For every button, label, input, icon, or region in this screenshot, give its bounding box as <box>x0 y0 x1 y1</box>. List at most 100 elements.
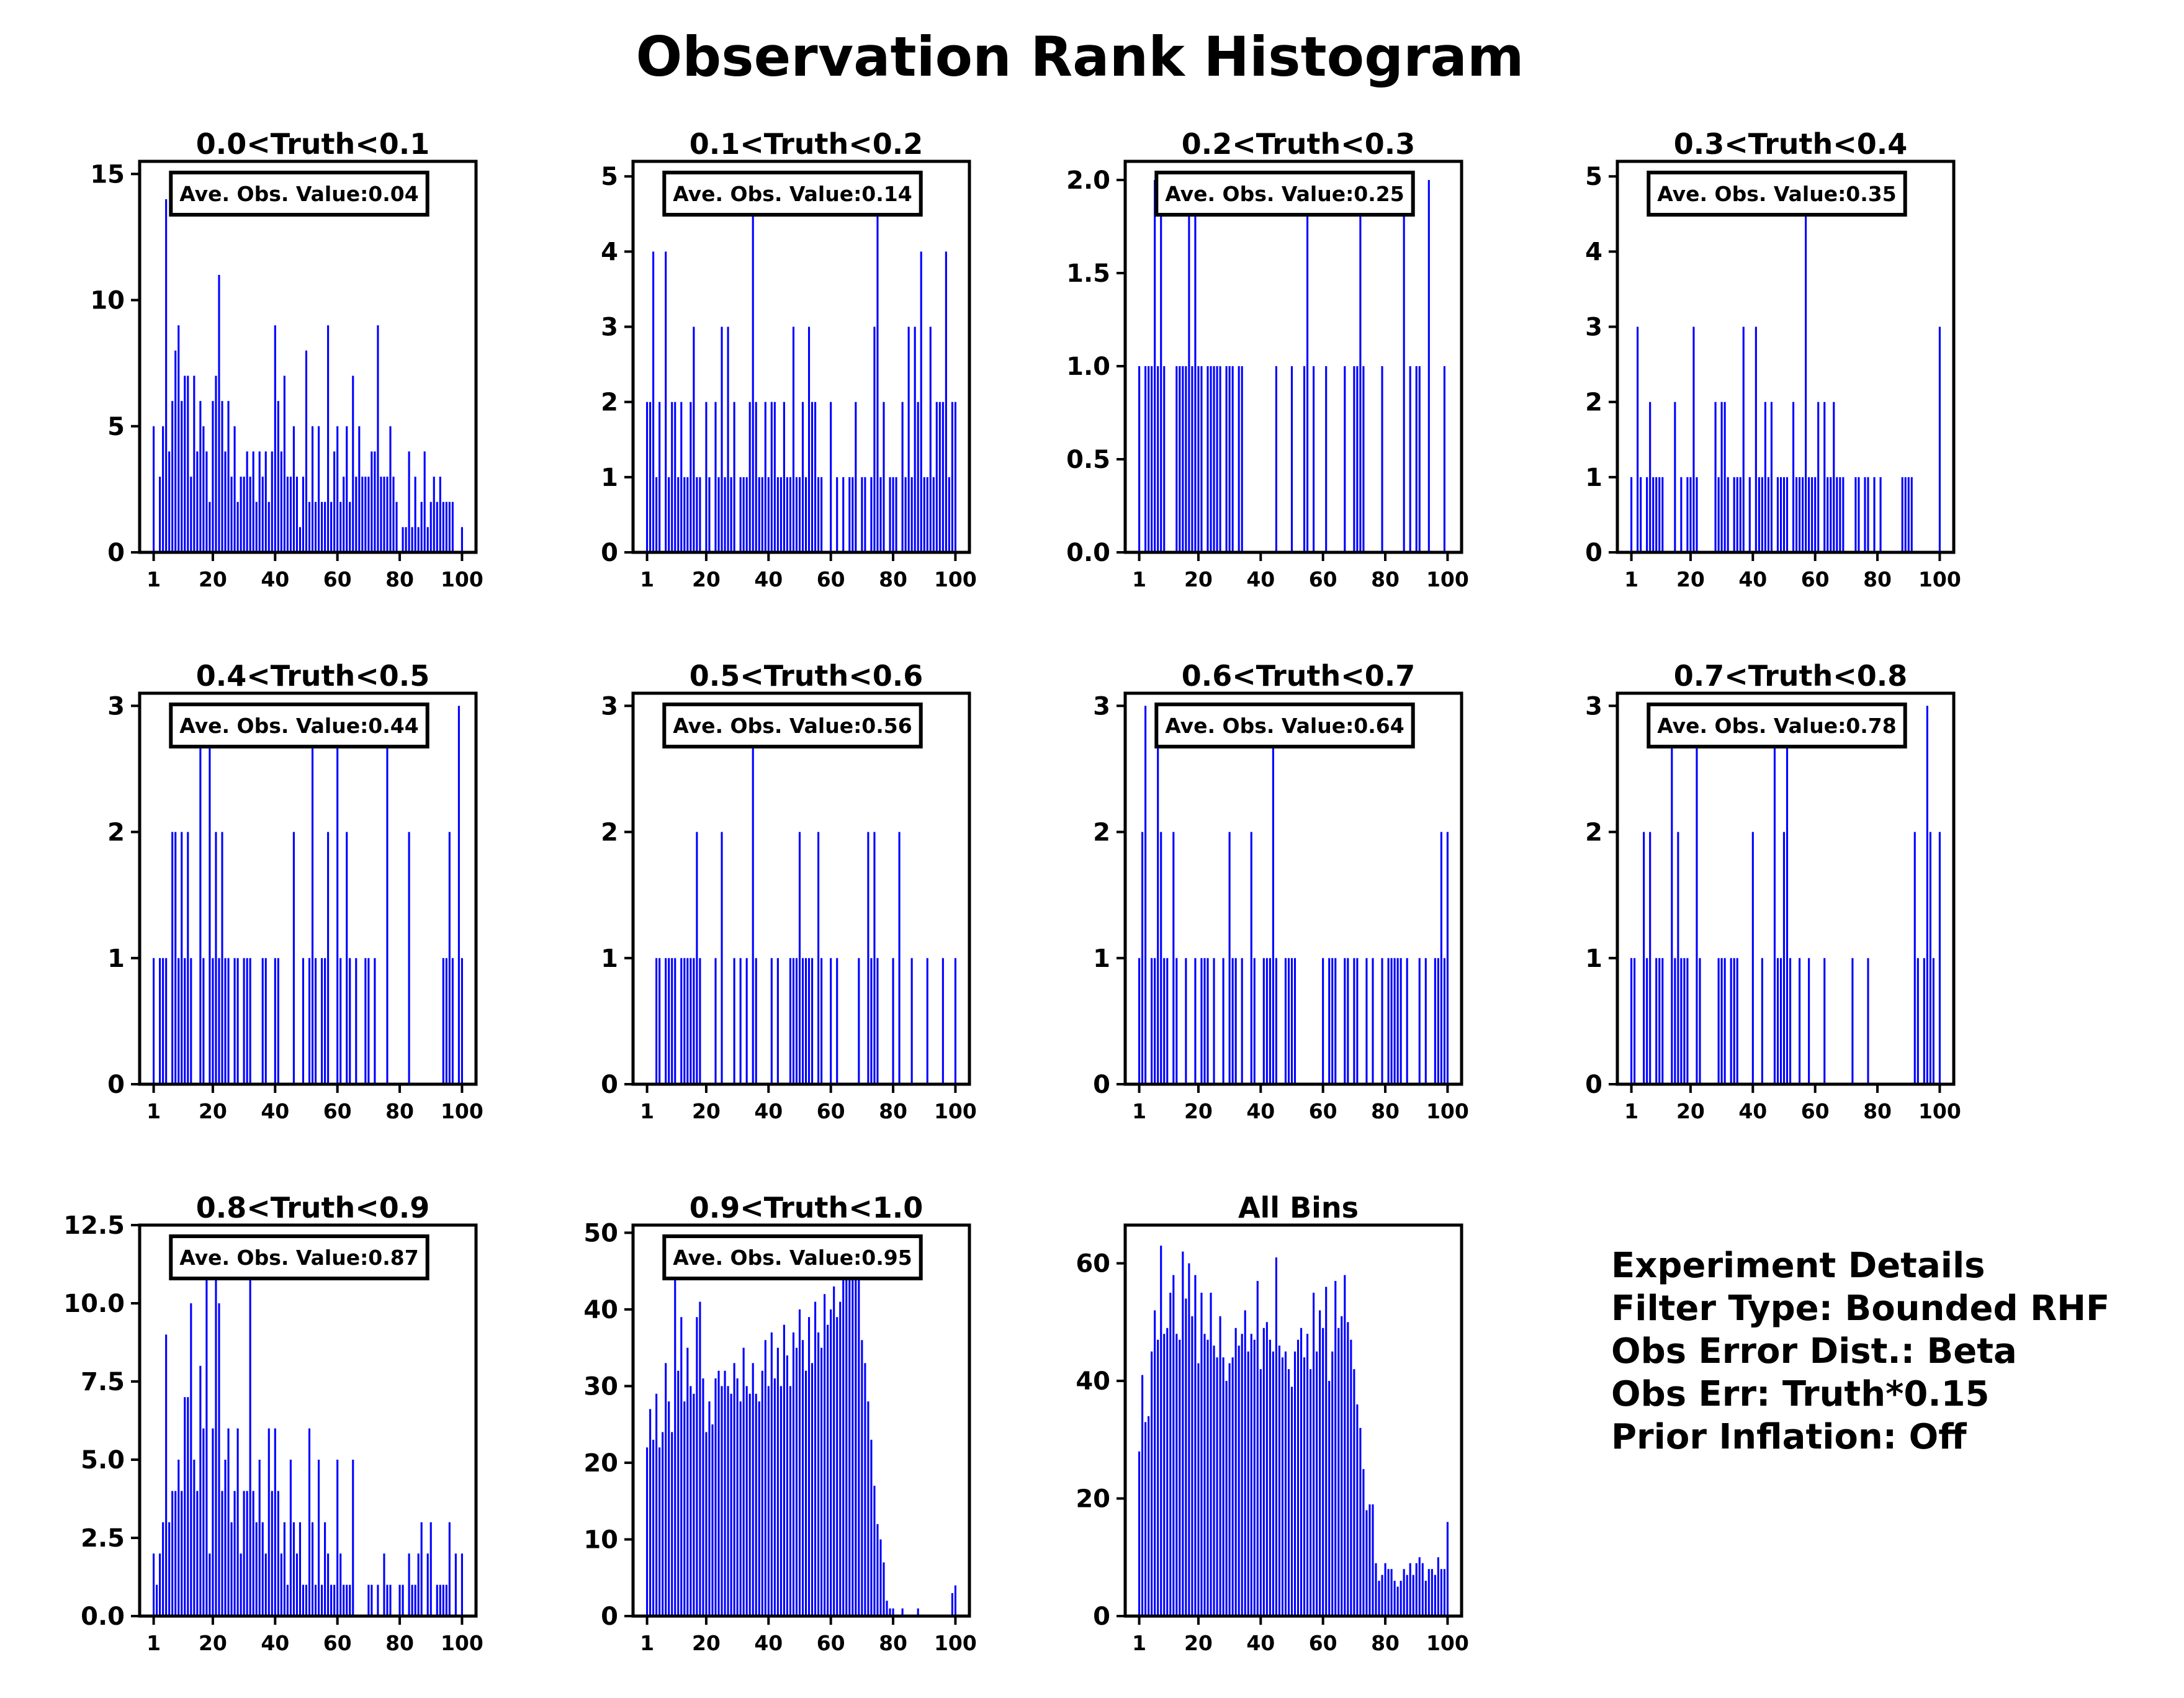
histogram-bar <box>864 1363 866 1616</box>
x-tick-label: 80 <box>1371 1099 1400 1123</box>
histogram-bar <box>311 426 314 552</box>
histogram-bar <box>1864 477 1866 552</box>
histogram-bar <box>280 1553 282 1616</box>
x-tick-label: 40 <box>754 1631 783 1655</box>
histogram-bar <box>1241 958 1243 1084</box>
annotation-frame <box>169 1234 429 1280</box>
histogram-bar <box>714 1378 717 1616</box>
histogram-bar <box>1185 366 1187 552</box>
histogram-bar <box>181 832 183 1084</box>
histogram-bar <box>1733 958 1735 1084</box>
histogram-bar <box>271 1491 273 1616</box>
histogram-bar <box>873 326 876 552</box>
histogram-bar <box>717 1370 720 1616</box>
histogram-bar <box>1443 366 1445 552</box>
histogram-bar <box>264 451 267 552</box>
histogram-bar <box>1207 958 1209 1084</box>
histogram-bar <box>171 1491 174 1616</box>
histogram-bar <box>1415 366 1418 552</box>
x-tick-label: 40 <box>261 1631 289 1655</box>
histogram-bar <box>1409 366 1411 552</box>
y-tick-label: 2 <box>1585 389 1602 417</box>
histogram-bar <box>178 1460 180 1616</box>
y-tick-label: 60 <box>1076 1250 1110 1278</box>
x-tick-label: 40 <box>754 1099 783 1123</box>
histogram-bar <box>190 1303 192 1616</box>
histogram-bar <box>408 832 410 1084</box>
histogram-bar <box>1913 832 1916 1084</box>
x-tick-label: 20 <box>199 567 227 591</box>
histogram-bar <box>1640 477 1642 552</box>
histogram-bar <box>274 1428 276 1616</box>
histogram-bar <box>755 958 757 1084</box>
histogram-bar <box>665 958 667 1084</box>
x-tick-label: 80 <box>1371 1631 1400 1655</box>
y-tick-label: 4 <box>601 238 618 266</box>
axes-frame <box>1616 691 1956 1086</box>
histogram-bar <box>776 1347 779 1616</box>
histogram-bar <box>349 1584 351 1616</box>
histogram-bar <box>1938 326 1941 552</box>
histogram-bar <box>1795 477 1798 552</box>
histogram-bar <box>658 958 661 1084</box>
histogram-bar <box>954 402 956 552</box>
histogram-bar <box>1160 1246 1162 1616</box>
histogram-bar <box>1427 180 1430 552</box>
annotation-frame <box>1154 171 1415 217</box>
histogram-bar <box>1191 1316 1193 1616</box>
histogram-bar <box>1646 477 1648 552</box>
histogram-bar <box>153 958 155 1084</box>
histogram-bar <box>1431 1569 1433 1616</box>
x-tick-label: 40 <box>1738 567 1767 591</box>
histogram-bar <box>1683 958 1686 1084</box>
histogram-bar <box>361 477 364 552</box>
histogram-bar <box>249 1272 251 1616</box>
histogram-bar <box>867 832 870 1084</box>
histogram-bar <box>879 1539 882 1616</box>
x-tick-label: 40 <box>261 567 289 591</box>
histogram-bar <box>457 706 460 1084</box>
histogram-bar <box>1400 1581 1402 1616</box>
x-tick-label: 80 <box>1371 567 1400 591</box>
histogram-bar <box>1353 366 1355 552</box>
histogram-bar <box>1151 958 1153 1084</box>
histogram-bar <box>1310 1369 1312 1616</box>
histogram-bar <box>770 402 773 552</box>
histogram-bar <box>671 402 673 552</box>
histogram-bar <box>221 1491 223 1616</box>
panel-title: All Bins <box>1238 1191 1359 1224</box>
histogram-bar <box>1396 958 1399 1084</box>
y-tick-label: 0.0 <box>1066 539 1110 567</box>
annotation-frame <box>1154 703 1415 748</box>
histogram-bar <box>1652 477 1655 552</box>
histogram-bar <box>321 1584 323 1616</box>
histogram-bar <box>1680 958 1683 1084</box>
histogram-bar <box>680 402 683 552</box>
histogram-bar <box>187 375 189 552</box>
histogram-bar <box>655 477 658 552</box>
details-obs-error-dist: Obs Error Dist.: Beta <box>1611 1331 2017 1372</box>
histogram-bar <box>299 527 302 552</box>
histogram-bar <box>426 1553 429 1616</box>
panel-title: 0.0<Truth<0.1 <box>196 127 430 161</box>
histogram-bar <box>1387 1569 1390 1616</box>
histogram-bar <box>1144 1422 1147 1616</box>
histogram-bar <box>1661 958 1664 1084</box>
histogram-bar <box>1686 477 1689 552</box>
histogram-bar <box>1789 958 1792 1084</box>
histogram-bar <box>1437 958 1439 1084</box>
histogram-bar <box>699 1301 701 1616</box>
histogram-bar <box>861 1340 863 1616</box>
histogram-bar <box>364 477 367 552</box>
histogram-bar <box>1347 958 1349 1084</box>
histogram-bar <box>748 402 751 552</box>
histogram-bar <box>314 1584 317 1616</box>
histogram-bar <box>876 176 879 553</box>
histogram-bar <box>215 832 217 1084</box>
histogram-bar <box>1649 402 1651 552</box>
x-tick-label: 20 <box>1676 1099 1705 1123</box>
histogram-bar <box>1175 958 1178 1084</box>
histogram-bar <box>1191 366 1193 552</box>
histogram-bar <box>433 477 435 552</box>
